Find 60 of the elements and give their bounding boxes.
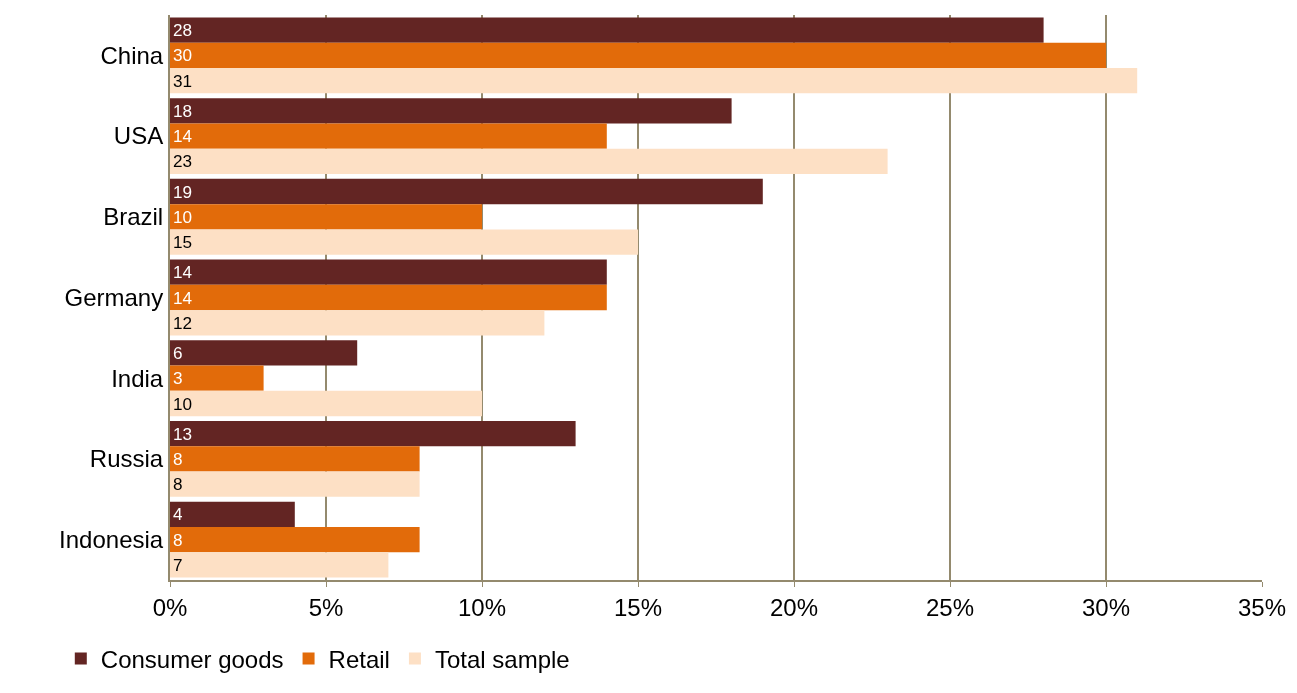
- bar: [170, 420, 576, 447]
- data-label: 8: [173, 474, 183, 495]
- x-tick-label: 10%: [457, 593, 507, 621]
- data-label: 14: [173, 126, 193, 147]
- data-label: 31: [173, 70, 193, 91]
- bar: [170, 17, 1044, 43]
- data-label: 8: [173, 529, 183, 550]
- y-tick-label: Russia: [89, 445, 164, 473]
- y-tick-label: USA: [113, 122, 164, 150]
- x-tick-label: 5%: [308, 593, 344, 621]
- bar: [170, 365, 264, 391]
- bar: [170, 42, 1106, 68]
- bar: [170, 284, 607, 311]
- bar: [170, 123, 607, 149]
- x-tick-label: 25%: [925, 593, 975, 621]
- legend-label: Total sample: [434, 645, 570, 673]
- y-tick-label: China: [100, 41, 164, 69]
- data-label: 3: [173, 368, 183, 389]
- bar: [170, 471, 420, 497]
- y-tick-label: Indonesia: [59, 526, 164, 554]
- bar: [170, 501, 295, 527]
- bar: [170, 259, 607, 285]
- bar: [170, 340, 358, 366]
- data-label: 23: [173, 151, 193, 172]
- x-tick-label: 15%: [613, 593, 663, 621]
- data-label: 15: [173, 232, 193, 253]
- data-label: 28: [173, 20, 193, 41]
- bar: [170, 98, 732, 124]
- bar: [170, 148, 888, 175]
- data-label: 8: [173, 449, 183, 469]
- y-tick-label: India: [111, 364, 164, 392]
- legend-label: Consumer goods: [100, 645, 284, 673]
- bar: [170, 68, 1138, 94]
- x-tick-label: 30%: [1081, 593, 1131, 621]
- data-label: 30: [173, 45, 193, 66]
- data-label: 12: [173, 312, 193, 333]
- y-tick-label: Germany: [64, 283, 164, 311]
- bar: [170, 204, 482, 230]
- bar: [170, 178, 763, 205]
- y-tick-label: Brazil: [103, 203, 164, 231]
- bar: [170, 229, 638, 255]
- data-label: 10: [173, 393, 193, 414]
- bar: [170, 552, 389, 578]
- data-label: 6: [173, 343, 183, 363]
- data-label: 4: [173, 504, 184, 525]
- x-tick-label: 20%: [769, 593, 819, 621]
- data-label: 7: [173, 555, 183, 576]
- bar: [170, 390, 482, 417]
- bar: [170, 527, 420, 553]
- data-label: 14: [173, 287, 193, 308]
- legend-label: Retail: [328, 645, 390, 673]
- x-tick-label: 0%: [152, 593, 188, 621]
- data-label: 18: [173, 100, 193, 121]
- data-label: 19: [173, 181, 193, 202]
- bar: [170, 446, 420, 472]
- x-tick-label: 35%: [1237, 593, 1287, 621]
- bar: [170, 310, 545, 336]
- data-label: 14: [173, 262, 193, 283]
- data-label: 10: [173, 206, 193, 227]
- data-label: 13: [173, 423, 193, 444]
